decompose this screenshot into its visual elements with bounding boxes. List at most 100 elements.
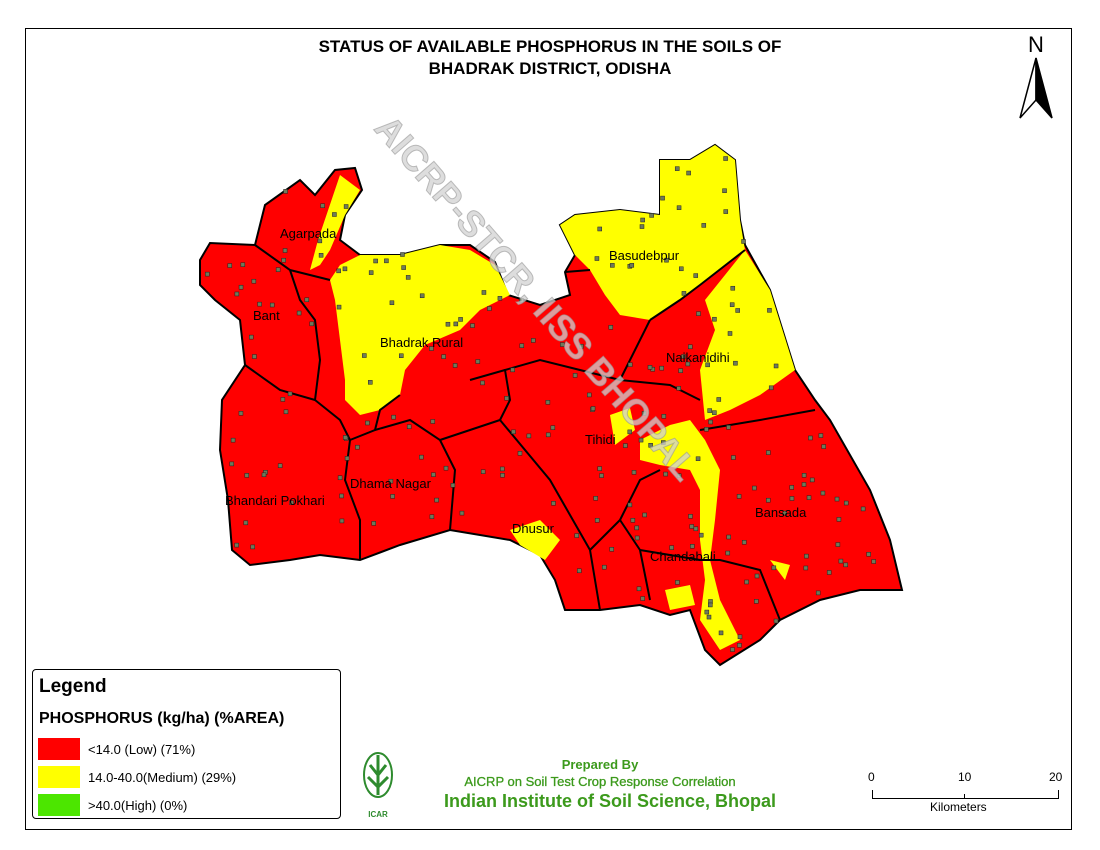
credit-prepared-by: Prepared By	[561, 757, 639, 772]
credit-aicrp: AICRP on Soil Test Crop Response Correla…	[464, 774, 736, 789]
sample-point	[238, 411, 244, 416]
sample-point	[261, 472, 267, 478]
sample-point	[707, 408, 712, 413]
sample-point	[639, 224, 645, 229]
sample-point	[470, 323, 475, 328]
sample-point	[317, 238, 323, 244]
sample-point	[391, 414, 396, 420]
sample-point	[475, 359, 481, 364]
legend-swatch-medium	[38, 766, 80, 788]
sample-point	[594, 256, 600, 261]
sample-point	[342, 435, 348, 440]
sample-point	[718, 630, 724, 636]
sample-point	[452, 363, 458, 368]
sample-point	[767, 308, 772, 313]
sample-point	[803, 565, 809, 571]
sample-point	[688, 344, 693, 350]
medium-area-bhadrak-rural	[330, 245, 510, 415]
credit-iiss: Indian Institute of Soil Science, Bhopal	[443, 791, 777, 811]
scale-unit: Kilometers	[930, 800, 987, 814]
scale-tick-20: 20	[1049, 770, 1063, 784]
sample-point	[597, 226, 603, 232]
sample-point	[458, 317, 463, 322]
sample-point	[660, 195, 665, 201]
sample-point	[712, 316, 717, 322]
sample-point	[269, 302, 275, 308]
sample-point	[678, 368, 683, 373]
sample-points	[205, 156, 876, 652]
label-agarpada: Agarpada	[280, 226, 337, 241]
sample-point	[815, 590, 821, 596]
sample-point	[659, 365, 664, 371]
sample-point	[634, 535, 640, 541]
sample-point	[725, 550, 731, 556]
sample-point	[834, 496, 840, 502]
sample-point	[519, 298, 524, 303]
north-arrow: N	[1019, 32, 1053, 119]
sample-point	[560, 342, 565, 347]
medium-area-agarpada	[310, 175, 360, 270]
sample-point	[642, 512, 647, 518]
sample-point	[706, 614, 712, 620]
map-frame	[25, 28, 1072, 830]
sample-point	[609, 547, 614, 552]
sample-point	[675, 580, 680, 585]
sample-point	[627, 502, 633, 508]
sample-point	[801, 482, 807, 487]
sample-point	[704, 427, 709, 432]
sample-point	[339, 493, 344, 499]
sample-point	[696, 311, 701, 316]
label-basudebpur: Basudebpur	[609, 248, 680, 263]
sample-point	[730, 647, 735, 652]
sample-point	[871, 559, 876, 564]
legend-item-high: >40.0(High) (0%)	[38, 794, 187, 816]
sample-point	[838, 558, 844, 564]
sample-point	[384, 258, 389, 264]
sample-point	[205, 271, 210, 277]
sample-point	[419, 293, 425, 299]
sample-point	[766, 450, 771, 455]
title-line-2: BHADRAK DISTRICT, ODISHA	[428, 59, 672, 78]
sample-point	[287, 391, 293, 397]
medium-area-tihidi-2	[640, 420, 740, 650]
sample-point	[773, 363, 779, 369]
sample-point	[545, 432, 551, 438]
sample-point	[550, 425, 556, 430]
label-tihidi: Tihidi	[585, 432, 616, 447]
sample-point	[519, 343, 525, 349]
sample-point	[768, 385, 774, 391]
sample-point	[406, 424, 412, 429]
sample-point	[676, 205, 682, 210]
sample-point	[630, 518, 636, 523]
district-low-area	[199, 143, 904, 667]
scale-line	[872, 790, 1059, 799]
sample-point	[843, 500, 849, 506]
sample-point	[344, 456, 350, 461]
sample-point	[280, 397, 286, 402]
sample-point	[809, 477, 815, 483]
sample-point	[283, 409, 289, 415]
medium-area-tihidi-1	[610, 408, 635, 445]
sample-point	[343, 204, 349, 209]
sample-point	[723, 209, 729, 214]
sample-point	[843, 562, 848, 568]
sample-point	[726, 425, 731, 430]
sample-point	[631, 470, 637, 475]
sample-point	[304, 297, 310, 303]
sample-point	[634, 525, 640, 531]
icar-logo: ICAR	[363, 752, 393, 819]
sample-point	[500, 466, 505, 472]
sample-point	[459, 510, 465, 516]
sample-point	[641, 411, 647, 416]
sample-point	[695, 456, 701, 462]
sample-point	[251, 278, 257, 284]
sample-point	[716, 397, 722, 402]
sample-point	[545, 400, 551, 405]
sample-point	[661, 414, 667, 419]
sample-point	[526, 433, 532, 439]
sample-point	[296, 310, 302, 316]
scale-mid-tick	[964, 794, 965, 798]
sample-point	[693, 273, 699, 278]
sample-point	[429, 346, 434, 351]
